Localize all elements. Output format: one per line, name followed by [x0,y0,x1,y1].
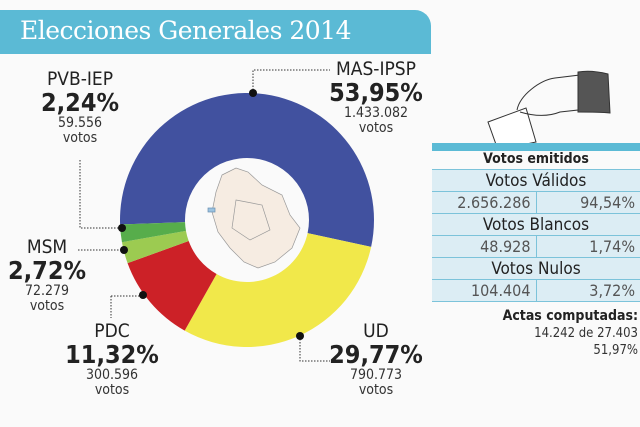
slice-mas-ipsp [119,92,375,247]
votes-table: Votos emitidos Votos Válidos 2.656.286 94… [432,143,640,302]
table-accent-bar [432,143,640,151]
slice-pvb-iep [120,222,186,243]
marker-pdc [139,291,147,299]
label-pvb-iep: PVB-IEP 2,24% 59.556 votos [40,68,120,146]
slice-msm [121,230,189,264]
label-msm: MSM 2,72% 72.279 votos [7,236,87,314]
slice-ud [184,233,372,347]
title-banner: Elecciones Generales 2014 [0,10,431,54]
table-row: 104.404 3,72% [432,280,640,302]
marker-ud [296,332,304,340]
ballot-hand-icon [487,70,611,151]
section-label: Votos Nulos [432,258,640,280]
section-label: Votos Válidos [432,170,640,192]
actas-computadas: Actas computadas: 14.242 de 27.403 51,97… [502,308,638,358]
table-row: 48.928 1,74% [432,236,640,258]
slice-pdc [127,241,217,331]
table-row: 2.656.286 94,54% [432,192,640,214]
label-mas-ipsp: MAS-IPSP 53,95% 1.433.082 votos [329,58,423,136]
page-title: Elecciones Generales 2014 [20,16,351,45]
marker-pvb [118,224,126,232]
bolivia-map-icon [207,167,301,269]
label-pdc: PDC 11,32% 300.596 votos [65,320,159,398]
marker-mas [249,89,257,97]
section-label: Votos Blancos [432,214,640,236]
marker-msm [120,246,128,254]
label-ud: UD 29,77% 790.773 votos [329,320,423,398]
table-header: Votos emitidos [432,151,640,170]
